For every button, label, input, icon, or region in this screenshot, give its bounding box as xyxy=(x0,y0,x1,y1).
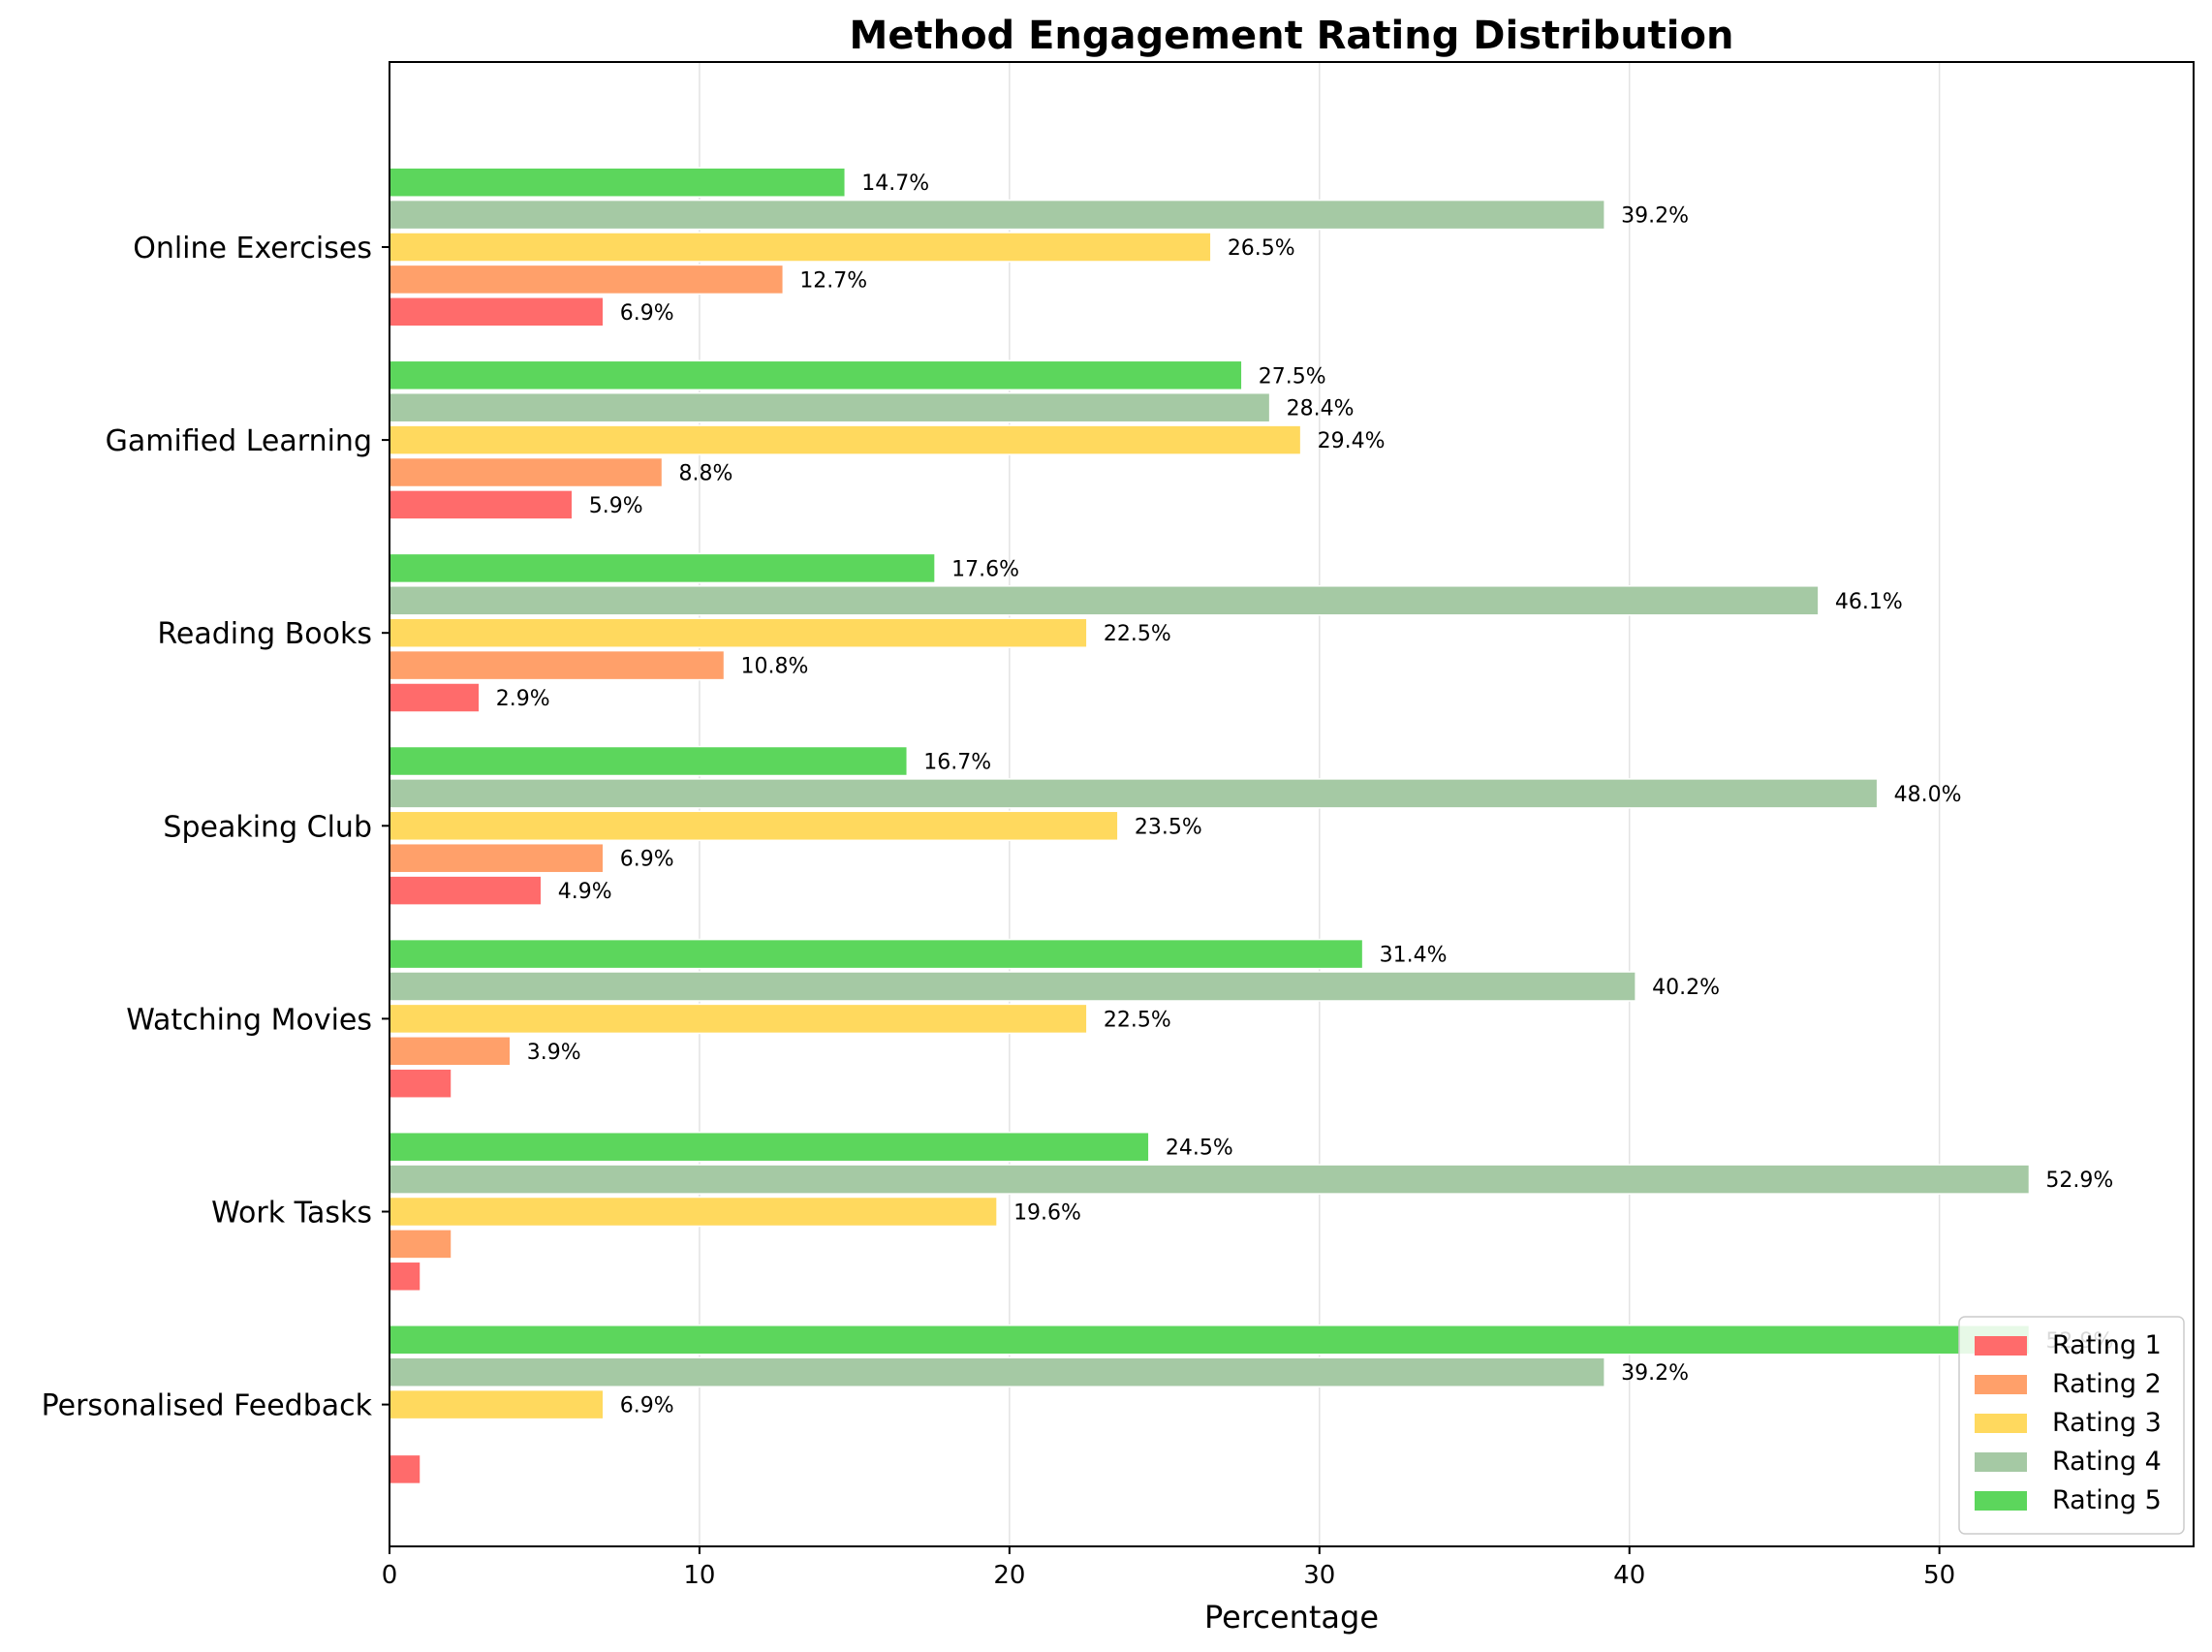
data-label: 4.9% xyxy=(558,880,612,904)
bar-rating-5 xyxy=(389,938,1364,970)
bar-rating-4 xyxy=(389,199,1605,231)
data-label: 27.5% xyxy=(1259,364,1326,389)
category-label: Personalised Feedback xyxy=(42,1389,373,1423)
data-label: 2.9% xyxy=(496,687,550,711)
y-axis-ticks: Online Exercises Gamified Learning Reading… xyxy=(42,232,389,1423)
bar-rating-5 xyxy=(389,1325,2031,1356)
category-label: Online Exercises xyxy=(133,232,372,265)
data-label: 29.4% xyxy=(1318,429,1386,453)
data-label: 8.8% xyxy=(679,462,733,486)
data-label: 12.7% xyxy=(799,268,867,293)
bar-rating-2 xyxy=(389,649,726,681)
bar-rating-5 xyxy=(389,167,847,198)
bar-rating-3 xyxy=(389,232,1212,263)
data-label: 17.6% xyxy=(951,557,1019,581)
data-label: 23.5% xyxy=(1135,815,1202,839)
bar-rating-4 xyxy=(389,391,1271,423)
x-axis-ticks: 0 10 20 30 40 50 xyxy=(382,1546,1955,1590)
bar-rating-1 xyxy=(389,296,605,327)
bar-rating-5 xyxy=(389,359,1243,391)
bar-rating-3 xyxy=(389,1196,998,1228)
data-label: 6.9% xyxy=(620,301,674,326)
legend-swatch xyxy=(1975,1452,2027,1472)
bar-rating-4 xyxy=(389,778,1879,809)
data-label: 5.9% xyxy=(589,494,643,518)
data-label: 26.5% xyxy=(1228,236,1295,261)
legend-label: Rating 3 xyxy=(2052,1408,2162,1438)
plot-frame xyxy=(389,61,2195,1547)
category-label: Work Tasks xyxy=(211,1197,372,1231)
bar-rating-2 xyxy=(389,456,664,488)
data-label: 3.9% xyxy=(527,1041,581,1065)
data-label: 39.2% xyxy=(1621,204,1689,229)
data-label: 39.2% xyxy=(1621,1361,1689,1386)
bar-rating-3 xyxy=(389,810,1119,842)
data-label: 22.5% xyxy=(1104,1008,1171,1032)
data-label: 40.2% xyxy=(1652,976,1720,1000)
data-label: 46.1% xyxy=(1835,590,1903,614)
data-label: 28.4% xyxy=(1287,397,1355,421)
data-label: 6.9% xyxy=(620,1394,674,1418)
x-tick-label: 50 xyxy=(1923,1561,1955,1590)
bars xyxy=(389,167,2031,1485)
data-label: 24.5% xyxy=(1166,1137,1233,1161)
legend-box xyxy=(1958,1316,2185,1535)
category-label: Gamified Learning xyxy=(106,424,372,458)
bar-rating-4 xyxy=(389,585,1820,616)
data-label: 14.7% xyxy=(861,171,929,196)
bar-rating-3 xyxy=(389,1388,605,1420)
bar-rating-1 xyxy=(389,682,481,713)
legend-swatch xyxy=(1975,1491,2027,1511)
data-label: 48.0% xyxy=(1894,783,1962,807)
legend-swatch xyxy=(1975,1375,2027,1394)
legend-label: Rating 4 xyxy=(2052,1447,2162,1477)
x-tick-label: 40 xyxy=(1613,1561,1645,1590)
chart-title: Method Engagement Rating Distribution xyxy=(850,14,1734,58)
bar-rating-4 xyxy=(389,1164,2031,1195)
bar-rating-1 xyxy=(389,1453,421,1485)
legend-swatch xyxy=(1975,1336,2027,1356)
bar-rating-1 xyxy=(389,489,574,520)
legend-label: Rating 2 xyxy=(2052,1369,2162,1399)
bar-rating-2 xyxy=(389,1036,512,1067)
bar-rating-1 xyxy=(389,1068,452,1099)
data-label: 31.4% xyxy=(1380,944,1448,968)
category-label: Speaking Club xyxy=(163,810,372,844)
legend: Rating 1 Rating 2 Rating 3 Rating 4 Rating 5 xyxy=(1958,1316,2185,1535)
x-axis-label: Percentage xyxy=(1204,1599,1379,1636)
legend-label: Rating 5 xyxy=(2052,1485,2162,1515)
bar-rating-5 xyxy=(389,552,936,584)
x-tick-label: 20 xyxy=(993,1561,1025,1590)
category-label: Watching Movies xyxy=(126,1003,372,1037)
bar-rating-3 xyxy=(389,1003,1088,1035)
x-tick-label: 30 xyxy=(1303,1561,1335,1590)
category-label: Reading Books xyxy=(157,617,372,651)
bar-rating-2 xyxy=(389,842,605,874)
bar-rating-5 xyxy=(389,745,909,777)
bar-rating-2 xyxy=(389,264,785,296)
data-label: 10.8% xyxy=(741,655,809,679)
data-label: 52.9% xyxy=(2045,1169,2113,1193)
x-tick-label: 10 xyxy=(683,1561,715,1590)
data-label: 16.7% xyxy=(923,751,991,775)
legend-label: Rating 1 xyxy=(2052,1330,2162,1360)
bar-rating-3 xyxy=(389,617,1088,648)
bar-rating-4 xyxy=(389,1356,1605,1387)
data-label: 22.5% xyxy=(1104,622,1171,646)
bar-rating-3 xyxy=(389,424,1302,455)
data-label: 19.6% xyxy=(1013,1201,1081,1226)
data-label: 6.9% xyxy=(620,848,674,872)
legend-swatch xyxy=(1975,1414,2027,1433)
bar-rating-1 xyxy=(389,875,543,906)
bar-rating-1 xyxy=(389,1261,421,1293)
bar-rating-2 xyxy=(389,1229,452,1260)
bar-rating-4 xyxy=(389,971,1636,1002)
bar-rating-5 xyxy=(389,1131,1150,1163)
x-tick-label: 0 xyxy=(382,1561,398,1590)
